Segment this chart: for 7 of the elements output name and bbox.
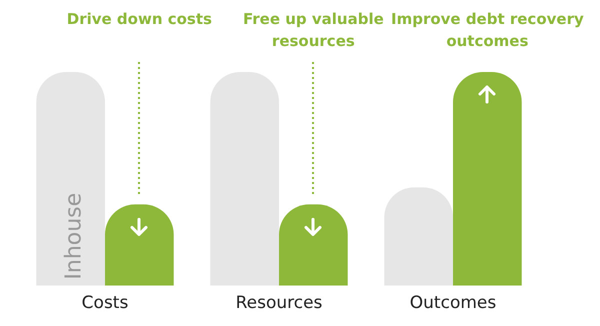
text: Free up valuable resources: [242, 10, 384, 50]
text: Drive down costs: [66, 10, 212, 28]
text: Improve debt recovery outcomes: [390, 10, 584, 50]
series-label: Inhouse: [61, 192, 86, 280]
x-tick-label: Resources: [236, 293, 323, 314]
x-tick-label: Outcomes: [410, 293, 496, 314]
x-tick-label: Costs: [82, 293, 128, 314]
